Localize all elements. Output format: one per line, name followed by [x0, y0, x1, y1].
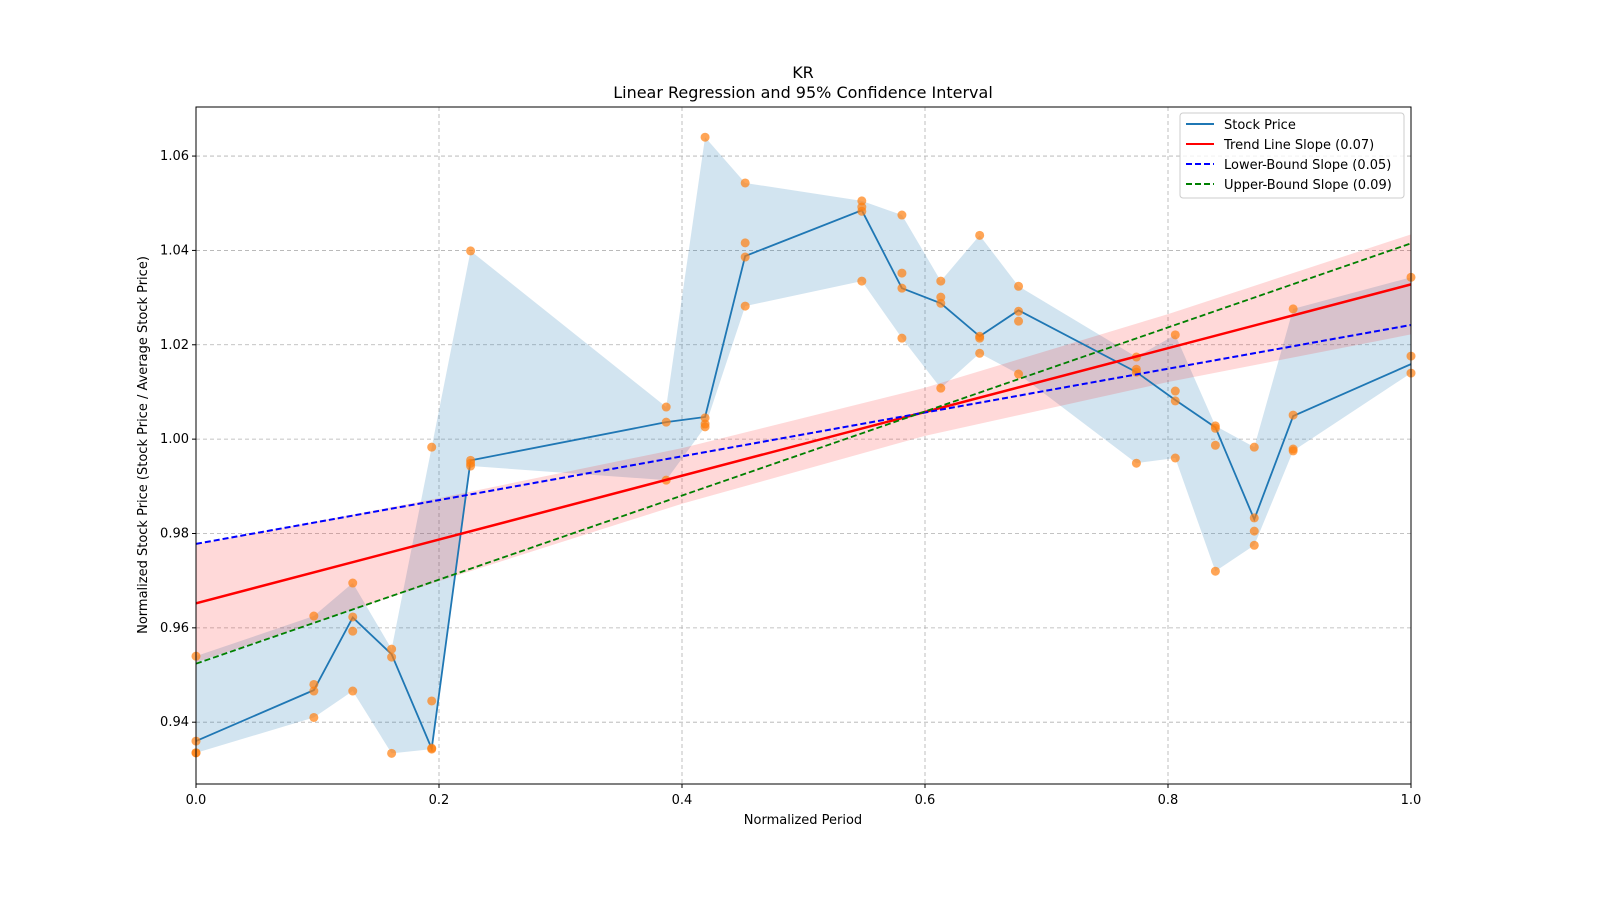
x-axis-label: Normalized Period: [744, 813, 862, 828]
scatter-point: [1014, 281, 1024, 291]
scatter-point: [348, 626, 358, 636]
scatter-point: [427, 442, 437, 452]
scatter-point: [309, 679, 319, 689]
scatter-point: [1170, 386, 1180, 396]
scatter-point: [309, 712, 319, 722]
scatter-point: [897, 268, 907, 278]
scatter-point: [1014, 369, 1024, 379]
scatter-point: [427, 743, 437, 753]
scatter-point: [1249, 513, 1259, 523]
scatter-point: [309, 611, 319, 621]
scatter-point: [1288, 446, 1298, 456]
scatter-point: [1288, 304, 1298, 314]
scatter-point: [1210, 440, 1220, 450]
plot-marks: [191, 132, 1416, 758]
scatter-point: [975, 333, 985, 343]
scatter-point: [466, 461, 476, 471]
x-tick-label: 0.0: [186, 793, 207, 808]
scatter-point: [1131, 458, 1141, 468]
scatter-point: [857, 276, 867, 286]
x-tick-label: 0.6: [915, 793, 936, 808]
scatter-point: [975, 230, 985, 240]
scatter-point: [387, 644, 397, 654]
stock-price-line: [195, 209, 1412, 752]
scatter-point: [348, 612, 358, 622]
scatter-point: [1249, 540, 1259, 550]
scatter-point: [936, 298, 946, 308]
price-range-band: [196, 137, 1411, 754]
scatter-point: [1014, 316, 1024, 326]
y-tick-label: 1.04: [160, 243, 189, 258]
legend: Stock Price Trend Line Slope (0.07) Lowe…: [1179, 112, 1405, 199]
chart-subtitle: Linear Regression and 95% Confidence Int…: [613, 83, 993, 102]
scatter-point: [897, 283, 907, 293]
scatter-point: [661, 402, 671, 412]
scatter-point: [309, 686, 319, 696]
y-tick-label: 1.00: [160, 432, 189, 447]
scatter-point: [1014, 306, 1024, 316]
legend-label-trend: Trend Line Slope (0.07): [1223, 138, 1374, 153]
scatter-point: [387, 748, 397, 758]
lower-bound-line: [195, 323, 1412, 545]
chart-title: KR: [792, 63, 814, 82]
scatter-point: [1170, 396, 1180, 406]
scatter-point: [740, 252, 750, 262]
scatter-point: [348, 578, 358, 588]
scatter-point: [897, 210, 907, 220]
y-tick-label: 1.02: [160, 338, 189, 353]
legend-label-lower: Lower-Bound Slope (0.05): [1224, 158, 1391, 173]
scatter-point: [936, 383, 946, 393]
scatter-point: [700, 422, 710, 432]
scatter-point: [700, 132, 710, 142]
axis-ticks: 0.0 0.2 0.4 0.6 0.8 1.0 0.94 0.96 0.98 1.00 1.02 1.…: [160, 149, 1421, 808]
scatter-point: [1170, 330, 1180, 340]
y-axis-label: Normalized Stock Price (Stock Price / Av…: [136, 256, 151, 634]
scatter-point: [466, 246, 476, 256]
scatter-point: [1210, 566, 1220, 576]
scatter-point: [348, 686, 358, 696]
legend-box: [1179, 112, 1405, 199]
y-tick-label: 0.96: [160, 621, 189, 636]
scatter-point: [1288, 410, 1298, 420]
scatter-point: [740, 178, 750, 188]
trend-line: [195, 283, 1412, 605]
x-tick-label: 0.2: [429, 793, 450, 808]
scatter-point: [1210, 423, 1220, 433]
scatter-point: [427, 696, 437, 706]
x-tick-label: 0.4: [672, 793, 693, 808]
scatter-point: [936, 276, 946, 286]
y-tick-label: 0.98: [160, 526, 189, 541]
scatter-point: [1249, 526, 1259, 536]
upper-bound-line: [195, 242, 1412, 665]
y-tick-label: 0.94: [160, 715, 189, 730]
scatter-point: [1170, 453, 1180, 463]
scatter-point: [857, 206, 867, 216]
y-tick-label: 1.06: [160, 149, 189, 164]
legend-label-stock: Stock Price: [1224, 118, 1296, 133]
scatter-point: [387, 652, 397, 662]
scatter-point: [897, 333, 907, 343]
x-tick-label: 1.0: [1401, 793, 1422, 808]
x-tick-label: 0.8: [1158, 793, 1179, 808]
scatter-point: [740, 238, 750, 248]
scatter-point: [975, 348, 985, 358]
scatter-point: [740, 301, 750, 311]
plot-frame: [195, 106, 1412, 785]
scatter-point: [661, 417, 671, 427]
legend-label-upper: Upper-Bound Slope (0.09): [1224, 178, 1392, 193]
scatter-point: [1249, 442, 1259, 452]
confidence-interval-band: [196, 234, 1411, 663]
